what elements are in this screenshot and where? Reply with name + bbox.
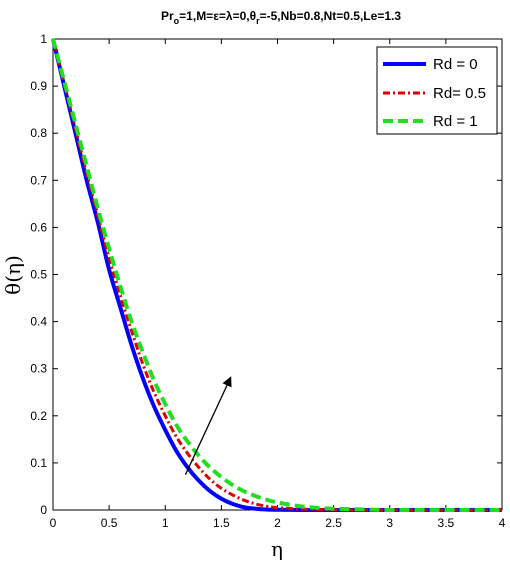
legend: Rd = 0 Rd= 0.5 Rd = 1 (376, 46, 498, 135)
series-lines (51, 38, 502, 512)
legend-label-rd1: Rd = 1 (433, 113, 478, 130)
y-tick-label: 0.5 (30, 268, 47, 282)
x-tick-label: 4 (499, 516, 506, 530)
y-tick-label: 0.6 (30, 220, 47, 234)
chart-title: Pro=1,M=ε=λ=0,θr=-5,Nb=0.8,Nt=0.5,Le=1.3 (161, 9, 401, 26)
legend-box (376, 46, 498, 135)
y-tick-label: 0.2 (30, 409, 47, 423)
x-tick-label: 0.5 (101, 516, 118, 530)
y-axis-ticks: 0 0.1 0.2 0.3 0.4 0.5 0.6 0.7 0.8 0.9 1 (30, 32, 502, 517)
x-tick-label: 3 (386, 516, 393, 530)
y-tick-label: 0.7 (30, 173, 47, 187)
x-axis-ticks: 0 0.5 1 1.5 2 2.5 3 3.5 4 (50, 39, 506, 530)
x-tick-label: 2 (274, 516, 281, 530)
x-tick-label: 1 (162, 516, 169, 530)
series-line-2 (51, 38, 502, 512)
y-tick-label: 0.8 (30, 126, 47, 140)
x-axis-label: η (271, 537, 283, 561)
title-part-2: =1,M=ε=λ=0,θ (179, 9, 256, 23)
trend-arrow (184, 376, 232, 475)
x-tick-label: 1.5 (213, 516, 230, 530)
y-tick-label: 0.1 (30, 456, 47, 470)
y-tick-label: 0 (40, 503, 47, 517)
legend-label-rd05: Rd= 0.5 (433, 85, 486, 102)
x-tick-label: 3.5 (438, 516, 455, 530)
title-sub-1: o (174, 16, 180, 26)
title-part-1: Pr (161, 9, 174, 23)
y-tick-label: 0.9 (30, 79, 47, 93)
x-tick-label: 2.5 (325, 516, 342, 530)
title-sub-2: r (256, 16, 260, 26)
y-axis-label: θ(η) (1, 255, 25, 295)
y-tick-label: 0.3 (30, 362, 47, 376)
legend-label-rd0: Rd = 0 (433, 56, 478, 73)
title-part-3: =-5,Nb=0.8,Nt=0.5,Le=1.3 (260, 9, 402, 23)
y-tick-label: 0.4 (30, 315, 47, 329)
y-tick-label: 1 (40, 32, 47, 46)
x-tick-label: 0 (50, 516, 57, 530)
